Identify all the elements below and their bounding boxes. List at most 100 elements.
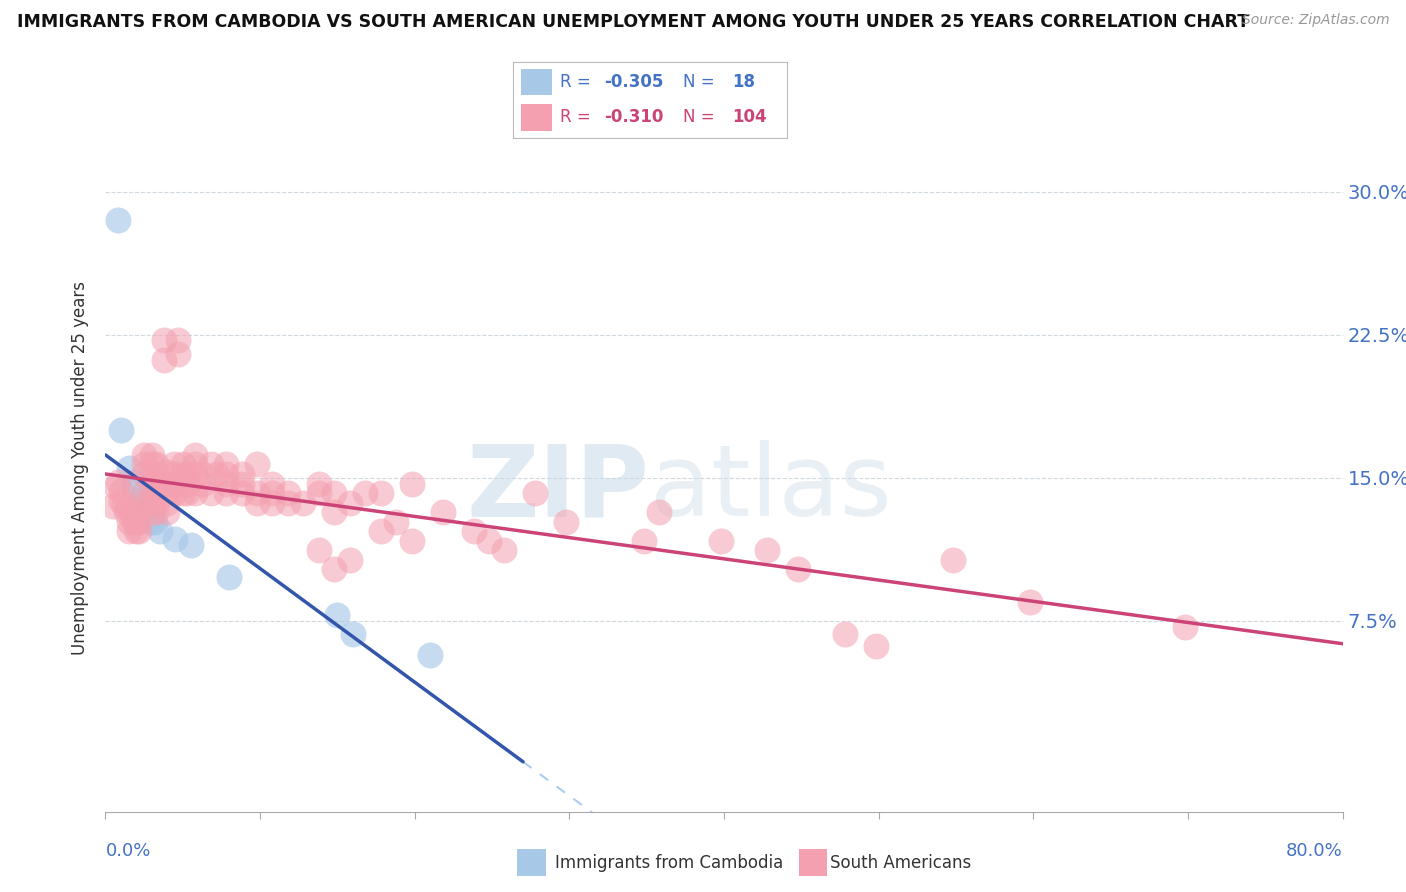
Point (141, 496, 163, 510)
Point (118, 503, 141, 517)
Point (132, 505, 156, 519)
Point (370, 524, 392, 539)
Point (205, 467, 228, 481)
Text: Source: ZipAtlas.com: Source: ZipAtlas.com (1241, 13, 1389, 28)
Point (132, 458, 156, 472)
Point (149, 524, 172, 539)
Point (141, 448, 163, 462)
Point (385, 515, 408, 529)
Point (262, 486, 284, 500)
Point (555, 515, 578, 529)
Point (1174, 620, 1197, 634)
Point (162, 486, 184, 500)
Point (710, 533, 733, 548)
Point (308, 476, 330, 491)
Point (172, 476, 194, 491)
Point (156, 486, 179, 500)
Point (141, 467, 163, 481)
Text: N =: N = (683, 108, 714, 126)
Point (323, 505, 346, 519)
Point (107, 213, 129, 227)
Point (834, 627, 856, 641)
Text: ZIP: ZIP (467, 441, 650, 537)
Point (215, 486, 238, 500)
Point (145, 467, 167, 481)
Point (419, 648, 441, 663)
Point (180, 538, 202, 552)
Point (323, 486, 346, 500)
Point (153, 334, 176, 348)
Point (401, 533, 423, 548)
Point (110, 484, 132, 499)
Point (132, 448, 156, 462)
Point (277, 486, 299, 500)
Point (162, 467, 184, 481)
Point (292, 496, 315, 510)
Point (494, 543, 516, 558)
Point (167, 334, 190, 348)
Point (141, 515, 163, 529)
Point (167, 347, 190, 361)
Point (215, 458, 238, 472)
Point (370, 486, 392, 500)
Point (231, 476, 253, 491)
Point (176, 467, 198, 481)
Point (143, 515, 166, 529)
Point (125, 484, 148, 499)
Point (246, 496, 269, 510)
Point (339, 496, 361, 510)
Point (118, 524, 141, 539)
Point (128, 524, 150, 539)
Point (865, 639, 887, 653)
Point (524, 486, 547, 500)
Point (103, 500, 125, 514)
Point (105, 480, 128, 494)
Point (401, 476, 423, 491)
Point (141, 458, 163, 472)
Point (326, 608, 349, 623)
Point (122, 475, 145, 489)
Point (118, 515, 141, 529)
Point (145, 458, 167, 472)
Point (128, 493, 150, 508)
Point (162, 476, 184, 491)
Point (184, 458, 207, 472)
Text: -0.305: -0.305 (603, 73, 664, 91)
Y-axis label: Unemployment Among Youth under 25 years: Unemployment Among Youth under 25 years (72, 281, 90, 656)
Point (145, 486, 167, 500)
Point (110, 493, 132, 508)
Point (184, 448, 207, 462)
Text: 80.0%: 80.0% (1286, 842, 1343, 860)
Point (156, 465, 179, 479)
Point (132, 467, 156, 481)
Bar (522, 104, 551, 130)
Point (145, 476, 167, 491)
Point (132, 486, 156, 500)
Point (141, 505, 163, 519)
Point (478, 533, 501, 548)
Point (122, 513, 145, 527)
Point (141, 503, 163, 517)
Point (153, 352, 176, 367)
Point (114, 505, 136, 519)
Text: N =: N = (683, 73, 714, 91)
Point (156, 496, 179, 510)
Point (191, 476, 214, 491)
Point (215, 467, 238, 481)
Point (176, 486, 198, 500)
Point (942, 553, 965, 567)
Text: South Americans: South Americans (830, 855, 970, 872)
Point (262, 476, 284, 491)
Point (215, 476, 238, 491)
Bar (517, 849, 546, 876)
Text: R =: R = (560, 108, 591, 126)
Point (118, 461, 141, 475)
Point (110, 423, 132, 437)
Text: atlas: atlas (650, 441, 891, 537)
Point (145, 496, 167, 510)
Point (323, 562, 346, 576)
Point (132, 496, 156, 510)
Text: R =: R = (560, 73, 591, 91)
Point (633, 533, 655, 548)
Text: Immigrants from Cambodia: Immigrants from Cambodia (555, 855, 783, 872)
